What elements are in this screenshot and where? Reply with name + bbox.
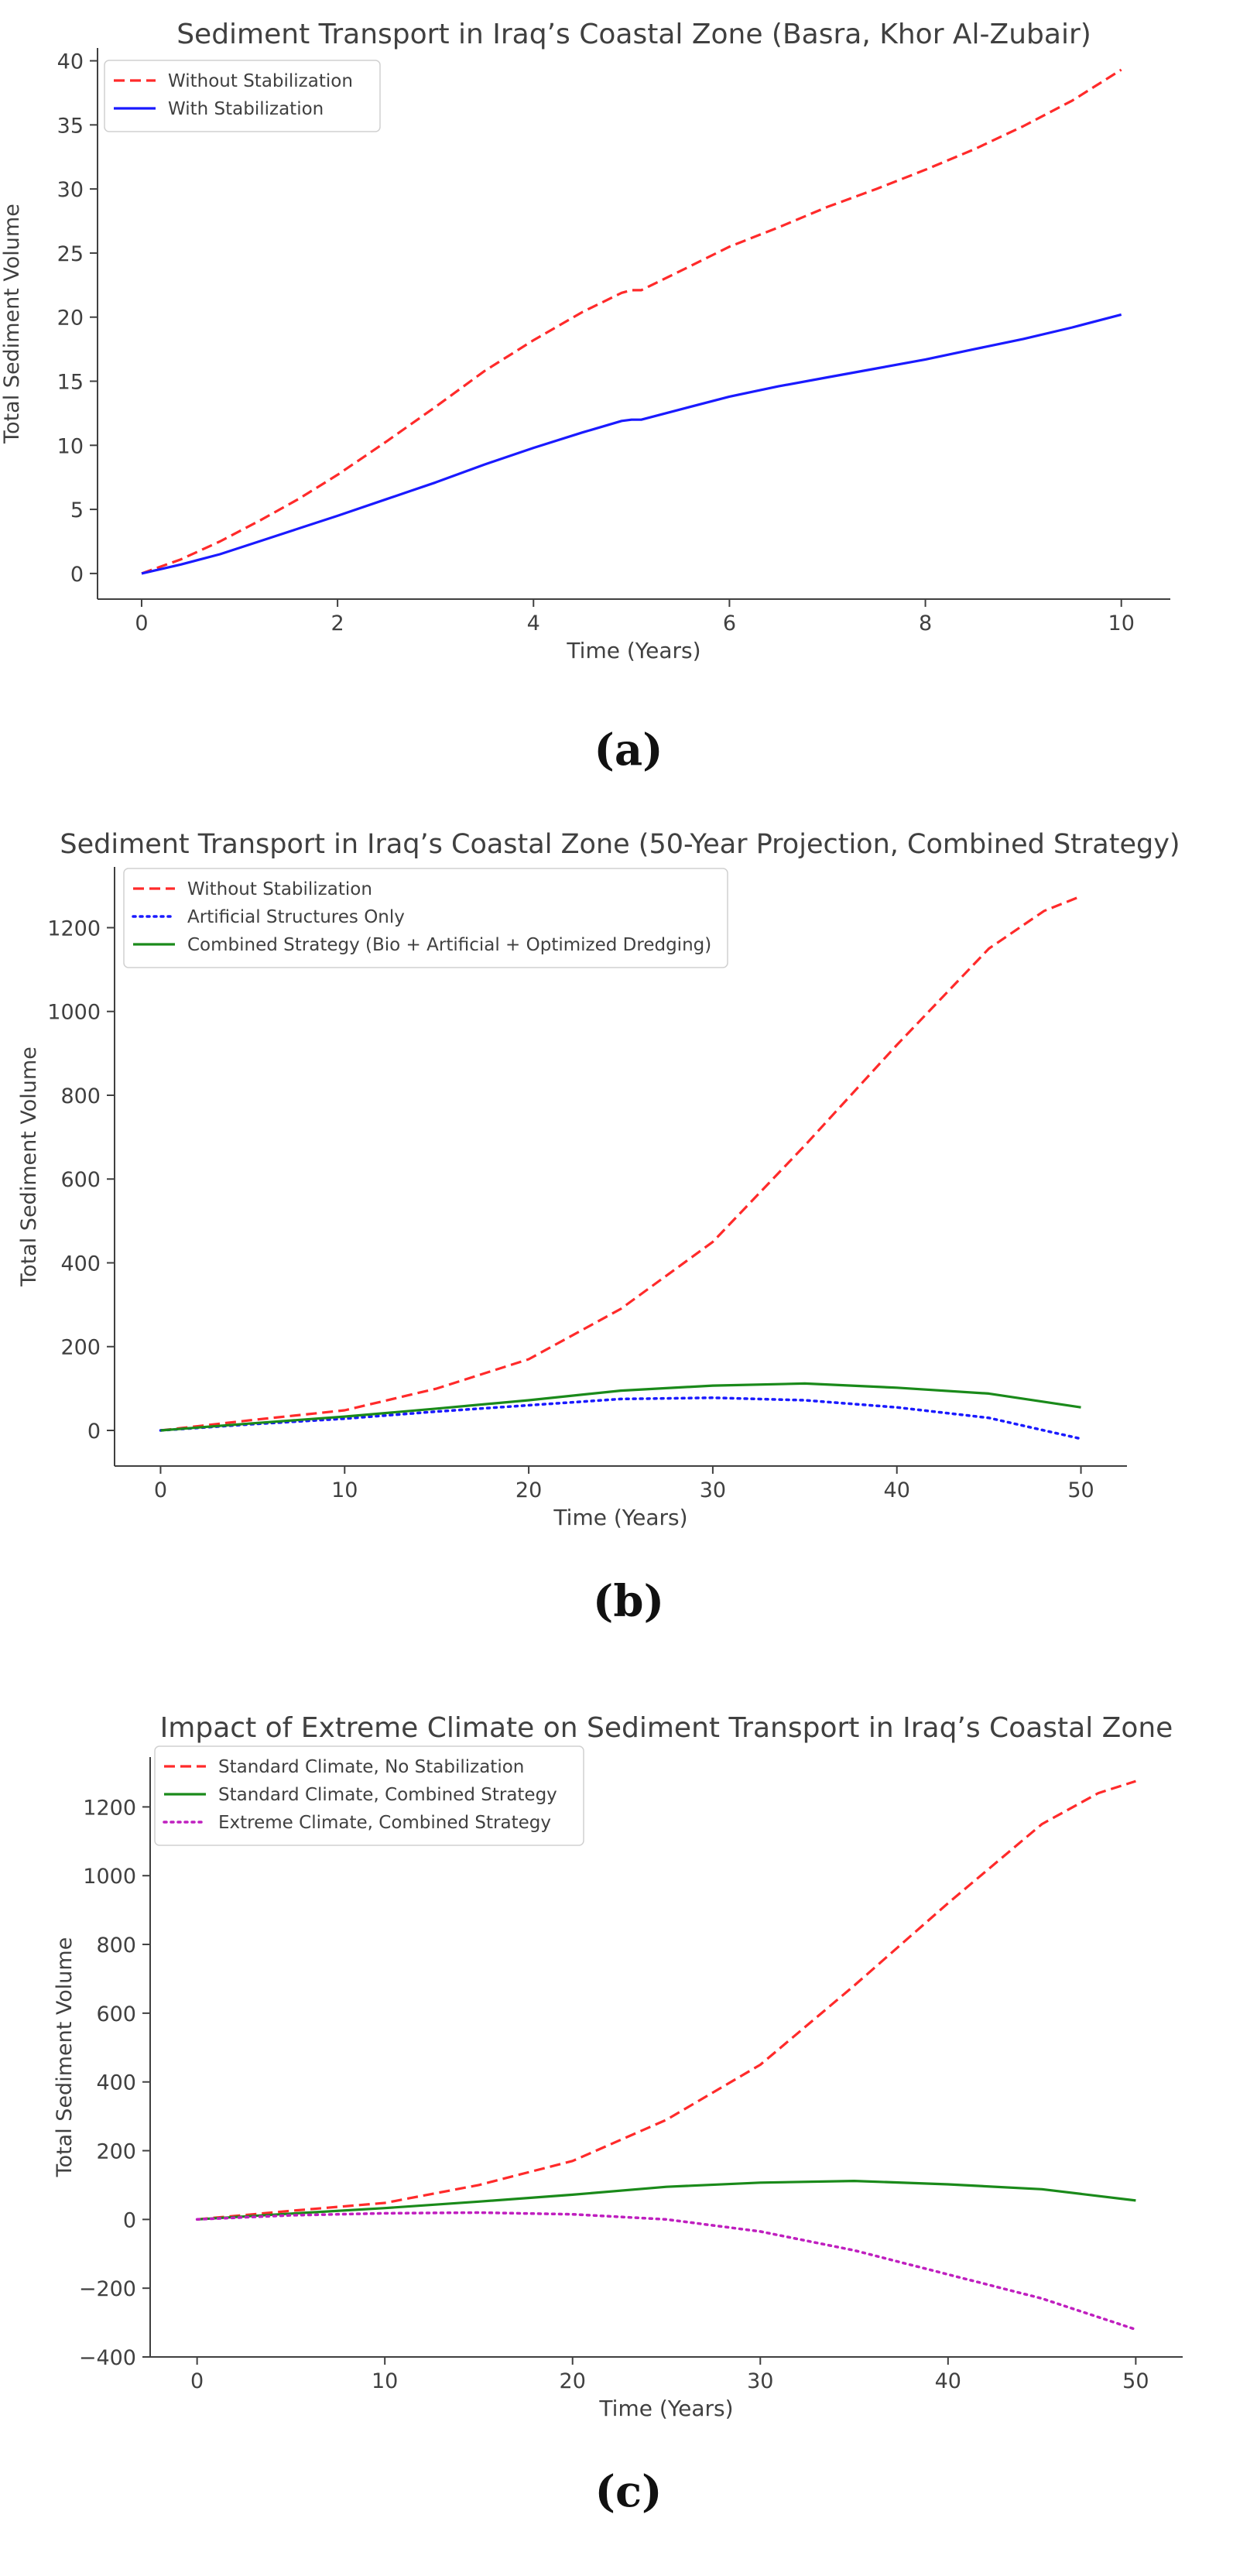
y-tick-label: 0 <box>87 1420 101 1444</box>
legend-label-1: Without Stabilization <box>187 879 372 899</box>
series-line-1 <box>197 1780 1136 2221</box>
y-axis-label: Total Sediment Volume <box>17 1046 41 1287</box>
y-tick-label: −400 <box>79 2346 136 2370</box>
y-tick-label: 600 <box>60 1168 101 1192</box>
legend-label-3: Combined Strategy (Bio + Artificial + Op… <box>187 935 711 955</box>
legend-label-1: Without Stabilization <box>168 71 353 91</box>
x-tick-label: 40 <box>935 2369 961 2393</box>
panel-label: (a) <box>594 724 663 776</box>
y-tick-label: 1200 <box>83 1796 136 1820</box>
y-tick-label: 1000 <box>47 1001 101 1025</box>
x-tick-label: 2 <box>331 611 344 635</box>
y-tick-label: 600 <box>96 2002 136 2026</box>
legend-box <box>123 868 728 968</box>
y-tick-label: 40 <box>57 50 84 74</box>
y-tick-label: 15 <box>57 371 84 395</box>
series-line-2 <box>141 313 1122 575</box>
y-tick-label: 800 <box>96 1934 136 1958</box>
y-tick-label: 25 <box>57 242 84 266</box>
legend-box <box>104 60 381 132</box>
x-axis-label: Time (Years) <box>566 638 700 663</box>
panel-label: (b) <box>593 1576 664 1627</box>
legend-label-3: Extreme Climate, Combined Strategy <box>218 1813 551 1833</box>
y-tick-label: 400 <box>60 1252 101 1276</box>
y-tick-label: −200 <box>79 2277 136 2301</box>
series-line-2 <box>197 2180 1136 2221</box>
series-line-1 <box>141 68 1122 575</box>
y-tick-label: 200 <box>60 1336 101 1360</box>
series-line-3 <box>160 1382 1081 1432</box>
x-axis-label: Time (Years) <box>553 1505 687 1530</box>
series-line-1 <box>160 895 1082 1432</box>
y-tick-label: 200 <box>96 2140 136 2164</box>
y-tick-label: 35 <box>57 114 84 138</box>
chart-title: Sediment Transport in Iraq’s Coastal Zon… <box>60 829 1180 860</box>
legend-label-2: Standard Climate, Combined Strategy <box>218 1785 557 1805</box>
legend-label-1: Standard Climate, No Stabilization <box>218 1757 524 1777</box>
chart-1: Sediment Transport in Iraq’s Coastal Zon… <box>0 19 1170 776</box>
x-tick-label: 10 <box>372 2369 398 2393</box>
y-tick-label: 1200 <box>47 916 101 940</box>
y-tick-label: 1000 <box>83 1865 136 1889</box>
y-tick-label: 5 <box>70 498 84 522</box>
legend-label-2: With Stabilization <box>168 99 324 119</box>
legend-label-2: Artificial Structures Only <box>187 907 405 927</box>
x-tick-label: 0 <box>154 1478 167 1502</box>
legend-box <box>154 1745 584 1846</box>
panel-label: (c) <box>594 2466 662 2517</box>
x-tick-label: 10 <box>331 1478 358 1502</box>
chart-title: Impact of Extreme Climate on Sediment Tr… <box>160 1712 1173 1744</box>
x-tick-label: 6 <box>723 611 736 635</box>
x-tick-label: 0 <box>135 611 148 635</box>
x-tick-label: 50 <box>1122 2369 1149 2393</box>
y-tick-label: 20 <box>57 307 84 331</box>
series-line-3 <box>195 2211 1138 2331</box>
x-tick-label: 20 <box>560 2369 586 2393</box>
chart-title: Sediment Transport in Iraq’s Coastal Zon… <box>176 19 1091 50</box>
x-tick-label: 10 <box>1108 611 1135 635</box>
y-axis-label: Total Sediment Volume <box>53 1937 77 2178</box>
x-tick-label: 0 <box>190 2369 204 2393</box>
y-tick-label: 400 <box>96 2071 136 2095</box>
x-tick-label: 20 <box>515 1478 542 1502</box>
y-tick-label: 0 <box>70 563 84 587</box>
chart-3: Impact of Extreme Climate on Sediment Tr… <box>53 1712 1183 2517</box>
x-tick-label: 8 <box>919 611 932 635</box>
x-tick-label: 50 <box>1067 1478 1094 1502</box>
x-tick-label: 30 <box>700 1478 726 1502</box>
y-tick-label: 30 <box>57 178 84 202</box>
y-tick-label: 0 <box>123 2208 136 2232</box>
x-tick-label: 4 <box>527 611 540 635</box>
y-tick-label: 10 <box>57 434 84 458</box>
y-axis-label: Total Sediment Volume <box>0 204 24 444</box>
x-axis-label: Time (Years) <box>598 2396 733 2421</box>
x-tick-label: 40 <box>884 1478 910 1502</box>
y-tick-label: 800 <box>60 1084 101 1108</box>
chart-2: Sediment Transport in Iraq’s Coastal Zon… <box>17 829 1180 1627</box>
x-tick-label: 30 <box>747 2369 773 2393</box>
series-line-2 <box>159 1396 1083 1440</box>
